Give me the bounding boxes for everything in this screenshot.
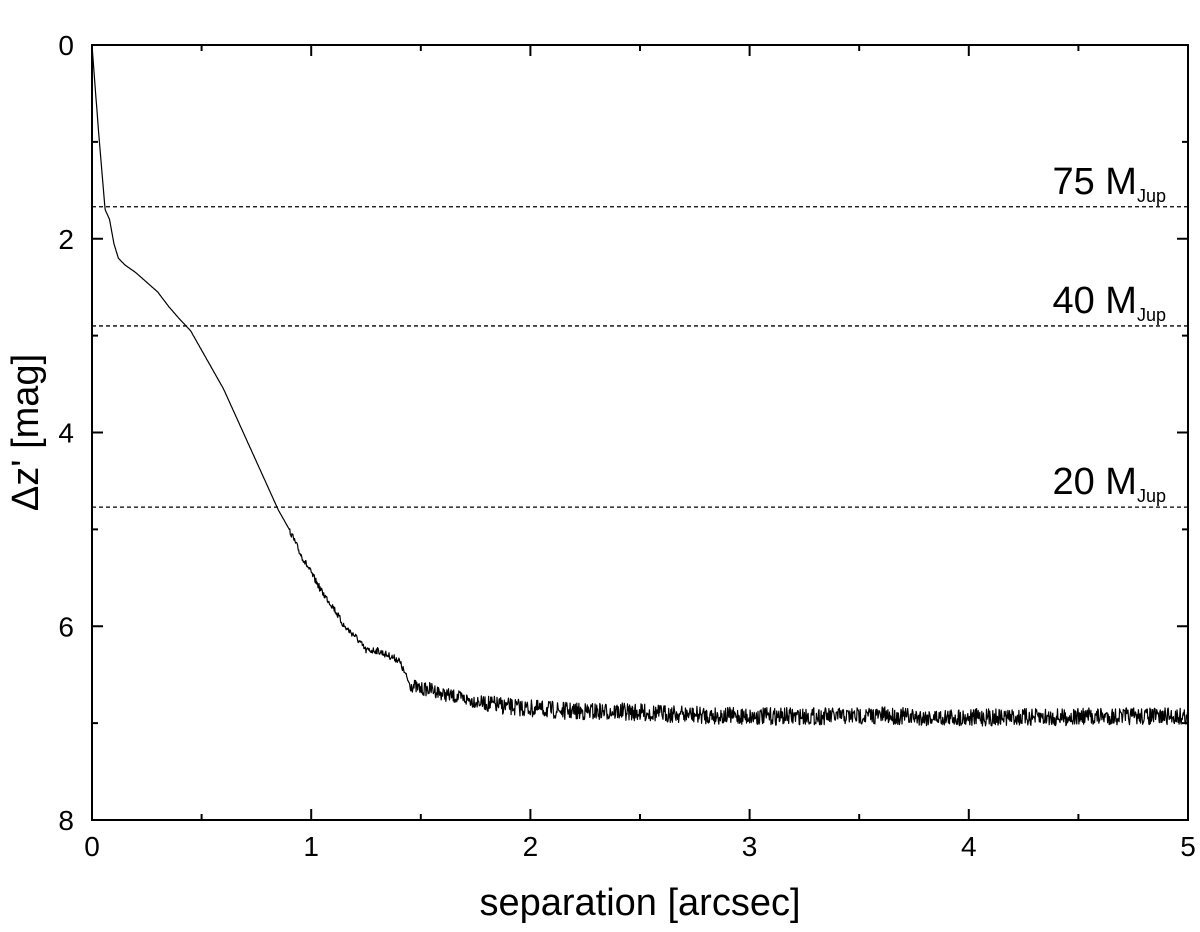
reference-lines xyxy=(92,206,1188,508)
contrast-curve xyxy=(91,44,1189,727)
y-tick-label: 8 xyxy=(58,805,74,836)
reference-line-label: 75 MJup xyxy=(1052,161,1166,206)
x-tick-label: 4 xyxy=(961,831,977,862)
reference-label-subscript: Jup xyxy=(1137,486,1166,506)
x-tick-label: 1 xyxy=(303,831,319,862)
y-tick-label: 0 xyxy=(58,30,74,61)
reference-line-label: 20 MJup xyxy=(1052,461,1166,506)
series-line xyxy=(91,44,1189,727)
x-tick-label: 5 xyxy=(1180,831,1196,862)
reference-line-label: 40 MJup xyxy=(1052,280,1166,325)
y-tick-label: 4 xyxy=(58,418,74,449)
tick-labels: 0 1 2 3 4 5 0 2 4 6 8 xyxy=(58,30,1195,862)
x-tick-label: 2 xyxy=(523,831,539,862)
reference-label-subscript: Jup xyxy=(1137,186,1166,206)
reference-label-subscript: Jup xyxy=(1137,305,1166,325)
plot-frame xyxy=(91,44,1189,821)
y-tick-label: 2 xyxy=(58,224,74,255)
y-axis-label: Δz' [mag] xyxy=(5,354,47,511)
x-tick-label: 3 xyxy=(742,831,758,862)
axis-ticks xyxy=(91,44,1189,821)
reference-label-main: 40 M xyxy=(1052,280,1136,322)
x-tick-label: 0 xyxy=(84,831,100,862)
reference-label-main: 20 M xyxy=(1052,461,1136,503)
reference-label-main: 75 M xyxy=(1052,161,1136,203)
x-axis-label: separation [arcsec] xyxy=(479,882,800,924)
y-tick-label: 6 xyxy=(58,611,74,642)
